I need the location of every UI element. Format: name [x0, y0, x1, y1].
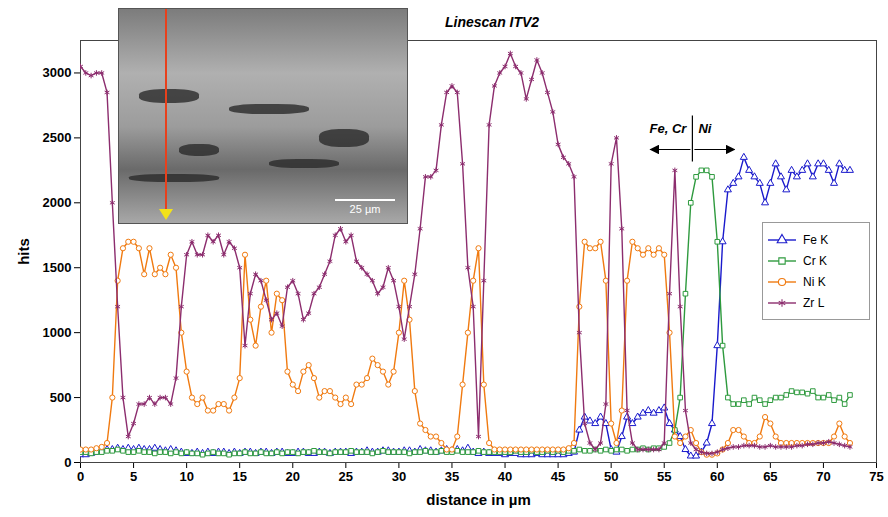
svg-text:3000: 3000 — [43, 65, 72, 80]
svg-text:2500: 2500 — [43, 130, 72, 145]
svg-text:65: 65 — [763, 469, 777, 484]
svg-text:distance in µm: distance in µm — [426, 491, 531, 508]
html-text:Cr K: Cr K — [803, 253, 827, 268]
svg-text:50: 50 — [604, 469, 618, 484]
svg-text:Fe, Cr: Fe, Cr — [650, 121, 688, 136]
svg-text:25: 25 — [339, 469, 353, 484]
svg-text:Ni: Ni — [698, 121, 711, 136]
svg-text:75: 75 — [869, 469, 883, 484]
svg-text:20: 20 — [286, 469, 300, 484]
svg-text:70: 70 — [816, 469, 830, 484]
svg-text:45: 45 — [551, 469, 565, 484]
svg-text:55: 55 — [657, 469, 671, 484]
svg-text:hits: hits — [15, 238, 32, 265]
svg-text:5: 5 — [130, 469, 137, 484]
svg-text:500: 500 — [50, 390, 72, 405]
svg-text:40: 40 — [498, 469, 512, 484]
svg-text:10: 10 — [179, 469, 193, 484]
svg-text:1500: 1500 — [43, 260, 72, 275]
html-text:Linescan ITV2: Linescan ITV2 — [445, 14, 540, 30]
svg-text:0: 0 — [64, 455, 71, 470]
svg-text:15: 15 — [232, 469, 246, 484]
html-text:25 µm: 25 µm — [349, 203, 381, 215]
html-text:Fe K: Fe K — [803, 232, 829, 247]
svg-text:30: 30 — [392, 469, 406, 484]
svg-text:0: 0 — [77, 469, 84, 484]
svg-text:35: 35 — [445, 469, 459, 484]
html-text:Zr L: Zr L — [803, 295, 825, 310]
svg-text:1000: 1000 — [43, 325, 72, 340]
svg-text:60: 60 — [710, 469, 724, 484]
html-text:Ni K: Ni K — [803, 274, 826, 289]
svg-text:2000: 2000 — [43, 195, 72, 210]
